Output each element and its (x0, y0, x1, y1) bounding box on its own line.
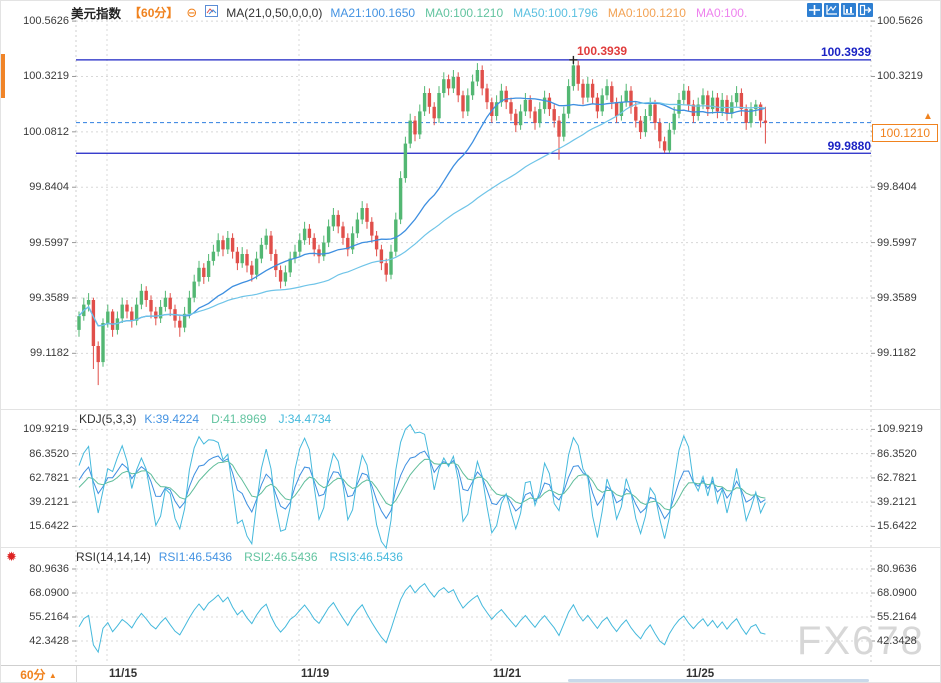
indicator-value: RSI2:46.5436 (244, 550, 318, 564)
axis-label: 68.0900 (29, 587, 69, 599)
indicator-value: K:39.4224 (144, 412, 200, 426)
resistance-label-axis: 100.3939 (820, 45, 871, 59)
date-label: 11/15 (109, 668, 138, 680)
crosshair-icon[interactable] (807, 3, 822, 17)
kdj-values: K:39.4224 D:41.8969 J:34.4734 (144, 412, 331, 426)
axis-label: 99.5997 (877, 236, 917, 249)
date-label: 11/21 (493, 668, 522, 680)
indicator-value: D:41.8969 (211, 412, 267, 426)
axis-label: 86.3520 (877, 447, 917, 460)
axis-label: 42.3428 (29, 635, 69, 647)
last-price-tag: 100.1210 (872, 124, 938, 142)
export-icon[interactable] (858, 3, 873, 17)
indicator-value: MA21:100.1650 (330, 5, 416, 20)
axis-label: 15.6422 (877, 520, 917, 533)
chart-style-icon[interactable] (841, 3, 856, 17)
axis-label: 15.6422 (29, 520, 69, 533)
axis-label: 99.8404 (29, 181, 69, 194)
left-accent-strip (1, 54, 5, 98)
ma-indicator-icon[interactable] (205, 5, 219, 20)
axis-label: 80.9636 (877, 563, 917, 575)
axis-label: 68.0900 (877, 587, 917, 599)
axis-label: 62.7821 (29, 471, 69, 484)
axis-label: 109.9219 (877, 423, 923, 436)
main-chart-header: 美元指数 【60分】 ⊖ MA(21,0,50,0,0,0) MA21:100.… (71, 3, 747, 22)
indicator-value: J:34.4734 (278, 412, 332, 426)
axis-label: 99.1182 (30, 347, 69, 360)
indicator-value: MA0:100. (695, 5, 748, 20)
axis-label: 100.5626 (23, 15, 69, 28)
chart-toolbar (807, 3, 873, 17)
axis-label: 99.3589 (29, 291, 69, 304)
axis-label: 86.3520 (29, 447, 69, 460)
date-label: 11/19 (301, 668, 330, 680)
indicator-value: MA50:100.1796 (513, 5, 598, 20)
timeframe-selector[interactable]: 60分 ▲ (1, 666, 77, 682)
axis-label: 99.8404 (877, 181, 917, 194)
indicator-value: RSI3:46.5436 (329, 550, 403, 564)
axis-label: 109.9219 (23, 423, 69, 436)
ma-settings-label: MA(21,0,50,0,0,0) (226, 5, 323, 20)
rsi-values: RSI1:46.5436 RSI2:46.5436 RSI3:46.5436 (159, 550, 403, 564)
collapse-icon[interactable]: ⊖ (186, 4, 198, 20)
resistance-label-inline: 100.3939 (577, 44, 628, 58)
axis-label: 99.3589 (877, 291, 917, 304)
axis-label: 39.2121 (29, 496, 69, 509)
axis-label: 100.0812 (23, 125, 69, 138)
rsi-title: RSI(14,14,14) (76, 550, 151, 564)
axis-label: 55.2164 (877, 611, 917, 623)
axis-label: 100.5626 (877, 15, 923, 28)
timeframe-arrow-icon: ▲ (48, 671, 57, 680)
axis-label: 100.3219 (23, 70, 69, 83)
indicator-value: MA0:100.1210 (425, 5, 504, 20)
axis-label: 62.7821 (877, 471, 917, 484)
rsi-settings-icon[interactable]: ✹ (6, 549, 17, 564)
time-axis-bar: 60分 ▲ 11/15 11/19 11/21 11/25 (1, 665, 940, 682)
ma-values: MA21:100.1650 MA0:100.1210 MA50:100.1796 MA… (330, 6, 747, 20)
timeframe-selector-label: 60分 (20, 668, 46, 682)
axis-label: 39.2121 (877, 496, 917, 509)
support-label-axis: 99.9880 (827, 139, 871, 153)
axis-label: 99.5997 (29, 236, 69, 249)
price-up-arrow-icon: ▲ (923, 111, 933, 122)
kdj-title: KDJ(5,3,3) (79, 412, 137, 426)
symbol-title: 美元指数 (71, 7, 122, 21)
indicator-value: MA0:100.1210 (607, 5, 686, 20)
axis-label: 42.3428 (877, 635, 917, 647)
date-label: 11/25 (686, 668, 715, 680)
axis-zoom-icon[interactable] (824, 3, 839, 17)
rsi-header: RSI(14,14,14) RSI1:46.5436 RSI2:46.5436 RS… (76, 550, 403, 564)
axis-label: 80.9636 (29, 563, 69, 575)
axis-label: 99.1182 (877, 347, 916, 360)
axis-label: 100.3219 (877, 70, 923, 83)
axis-label: 55.2164 (29, 611, 69, 623)
indicator-value: RSI1:46.5436 (158, 550, 233, 564)
scrollbar-thumb[interactable] (568, 679, 869, 682)
kdj-header: KDJ(5,3,3) K:39.4224 D:41.8969 J:34.4734 (79, 412, 331, 426)
watermark: FX678 (797, 619, 925, 663)
timeframe-badge[interactable]: 【60分】 (129, 6, 179, 20)
